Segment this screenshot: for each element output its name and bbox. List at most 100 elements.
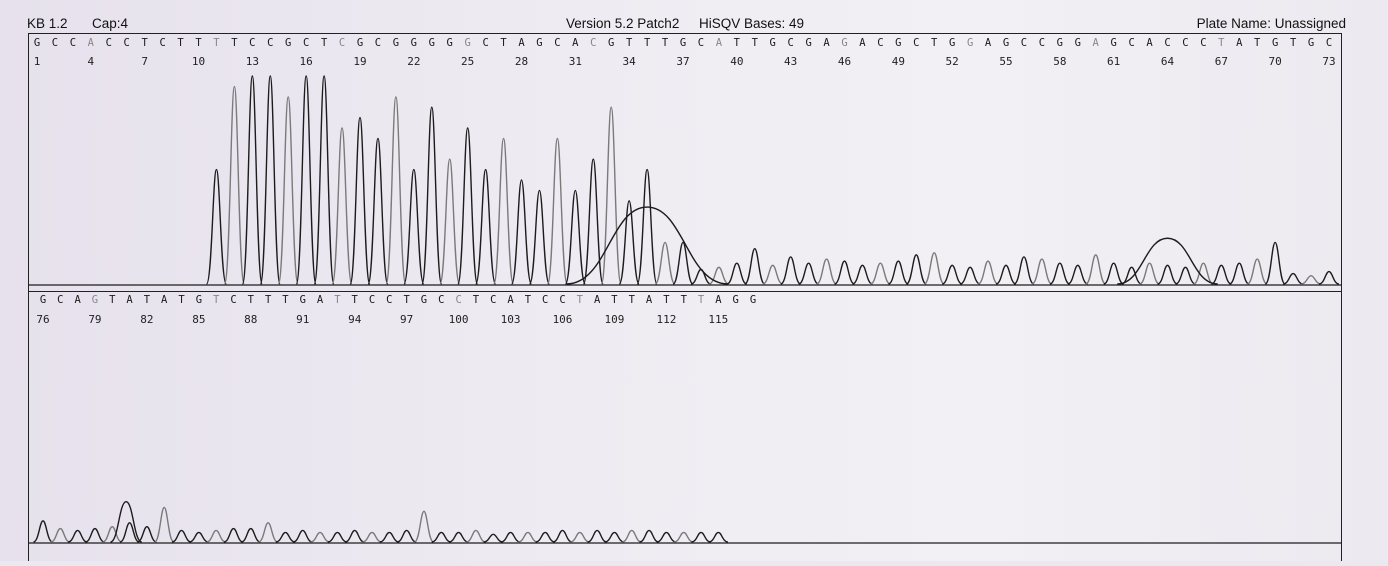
capillary-number: Cap:4 <box>92 16 129 31</box>
trace-peak <box>888 260 909 285</box>
basecaller-version: KB 1.2 <box>27 16 68 31</box>
base-call: G <box>465 37 471 49</box>
base-call: C <box>267 37 273 49</box>
trace-peak <box>977 260 999 285</box>
base-call: C <box>369 294 375 306</box>
position-label: 4 <box>88 55 95 68</box>
trace-peak <box>493 137 515 285</box>
base-call: T <box>231 37 238 49</box>
position-label: 49 <box>892 55 905 68</box>
trace-peak <box>870 262 891 285</box>
base-call: C <box>386 294 392 306</box>
base-call: T <box>931 37 938 49</box>
position-label: 76 <box>36 313 49 326</box>
trace-peak <box>582 158 604 285</box>
base-call: A <box>161 294 168 306</box>
trace-peak <box>995 264 1017 285</box>
base-call: T <box>663 294 670 306</box>
base-call: A <box>646 294 653 306</box>
position-label: 112 <box>656 313 676 326</box>
position-label: 16 <box>300 55 313 68</box>
trace-peak <box>1067 264 1088 285</box>
position-label: 64 <box>1161 55 1175 68</box>
base-call: C <box>438 294 444 306</box>
base-call: A <box>572 37 579 49</box>
base-call: C <box>124 37 130 49</box>
position-label: 94 <box>348 313 362 326</box>
trace-peak <box>762 264 783 285</box>
base-call: T <box>334 294 341 306</box>
base-call: C <box>877 37 883 49</box>
trace-peak <box>726 262 747 285</box>
position-label: 22 <box>407 55 420 68</box>
trace-broad-hump <box>1117 237 1218 285</box>
position-label: 67 <box>1215 55 1228 68</box>
trace-peak <box>1139 262 1160 285</box>
base-call: A <box>518 37 525 49</box>
position-label: 58 <box>1053 55 1066 68</box>
trace-peak <box>1157 264 1178 285</box>
trace-peak <box>510 179 533 285</box>
base-call: C <box>788 37 794 49</box>
base-call: G <box>1111 37 1117 49</box>
trace-peak <box>345 529 365 543</box>
trace-peak <box>457 127 479 285</box>
trace-peak <box>834 260 855 285</box>
position-label: 91 <box>296 313 309 326</box>
base-call: G <box>393 37 399 49</box>
base-call: G <box>895 37 901 49</box>
trace-peak <box>259 75 281 285</box>
position-label: 82 <box>140 313 153 326</box>
trace-peak <box>1211 264 1232 285</box>
base-call: T <box>473 294 480 306</box>
trace-peak <box>327 531 348 543</box>
trace-peak <box>518 531 538 543</box>
position-label: 61 <box>1107 55 1120 68</box>
trace-peak <box>1229 262 1250 285</box>
trace-peak <box>552 529 573 543</box>
position-label: 100 <box>449 313 469 326</box>
trace-peak <box>1301 274 1322 285</box>
trace-peak <box>277 96 299 285</box>
base-call: A <box>716 37 723 49</box>
trace-peak <box>102 525 123 543</box>
trace-peak <box>1247 258 1268 285</box>
position-label: 43 <box>784 55 797 68</box>
base-call: T <box>177 37 184 49</box>
trace-peak <box>275 531 296 543</box>
base-call: G <box>411 37 417 49</box>
base-call: A <box>88 37 95 49</box>
base-call: C <box>1021 37 1027 49</box>
base-call: T <box>195 37 202 49</box>
plate-name: Plate Name: Unassigned <box>1196 16 1346 31</box>
trace-peak <box>672 241 694 285</box>
trace-peak <box>535 531 555 543</box>
base-call: C <box>482 37 488 49</box>
trace-peak <box>137 525 157 543</box>
base-call: G <box>733 294 739 306</box>
position-label: 88 <box>244 313 257 326</box>
base-call: T <box>248 294 255 306</box>
trace-peak <box>431 531 451 543</box>
base-call: C <box>590 37 596 49</box>
trace-peak <box>223 527 244 543</box>
base-call: C <box>542 294 548 306</box>
hisqv-bases: HiSQV Bases: 49 <box>699 16 805 31</box>
position-label: 52 <box>946 55 959 68</box>
base-call: C <box>106 37 112 49</box>
base-call: A <box>594 294 601 306</box>
position-label: 40 <box>730 55 743 68</box>
position-label: 13 <box>246 55 259 68</box>
trace-peak <box>708 531 729 543</box>
base-call: A <box>507 294 514 306</box>
trace-peak <box>1283 272 1304 285</box>
base-call: C <box>159 37 165 49</box>
position-label: 79 <box>88 313 101 326</box>
trace-peak <box>439 158 461 285</box>
base-call: T <box>734 37 741 49</box>
base-call: C <box>339 37 345 49</box>
base-call: G <box>40 294 46 306</box>
trace-peak <box>1193 262 1214 285</box>
position-label: 106 <box>553 313 573 326</box>
